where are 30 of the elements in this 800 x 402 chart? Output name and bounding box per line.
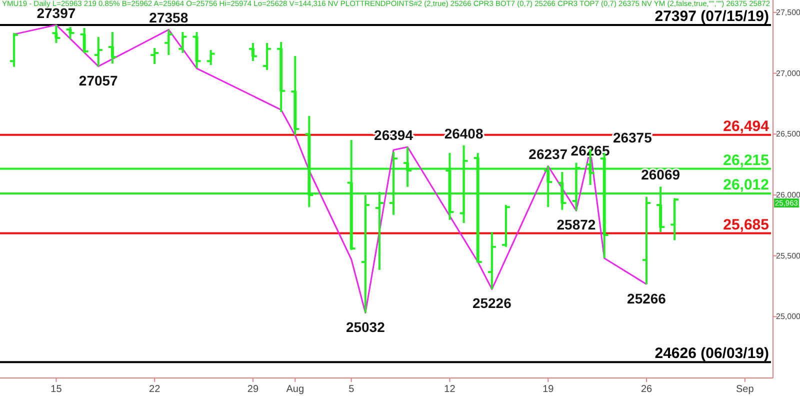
annotation: 27057 (78, 72, 118, 88)
x-tick-label: 22 (149, 384, 161, 396)
y-tick-label: 27,000 (776, 68, 800, 78)
x-tick-label: Aug (286, 384, 304, 396)
x-tick-label: 29 (247, 384, 259, 396)
ref-line-label: 26,494 (723, 118, 770, 135)
y-tick-label: 27,500 (776, 8, 800, 17)
ref-line-label: 26,215 (723, 152, 769, 169)
y-tick-label: 26,000 (776, 190, 800, 200)
annotation: 25266 (627, 290, 666, 306)
x-tick-label: 12 (444, 384, 456, 396)
annotation: 25032 (346, 318, 386, 335)
annotation: 26069 (641, 166, 680, 183)
ref-line-label: 27397 (07/15/19) (654, 8, 769, 25)
annotation: 25226 (472, 295, 512, 312)
x-tick-label: Sep (736, 384, 754, 396)
x-tick-label: 19 (542, 384, 554, 396)
annotation: 27358 (149, 10, 188, 26)
x-tick-label: 15 (50, 384, 62, 396)
x-tick-label: 26 (640, 384, 653, 396)
y-tick-label: 26,500 (776, 130, 800, 139)
y-tick-label: 25,000 (776, 312, 800, 322)
x-tick-label: 5 (348, 384, 355, 396)
annotation: 26237 (528, 146, 568, 162)
ref-line-label: 25,685 (723, 216, 769, 234)
ref-line-label: 24626 (06/03/19) (654, 345, 769, 362)
annotation: 26265 (570, 142, 610, 159)
y-tick-label: 25,500 (776, 251, 800, 260)
annotation: 25872 (556, 216, 596, 233)
ref-line-label: 26,012 (723, 176, 769, 194)
